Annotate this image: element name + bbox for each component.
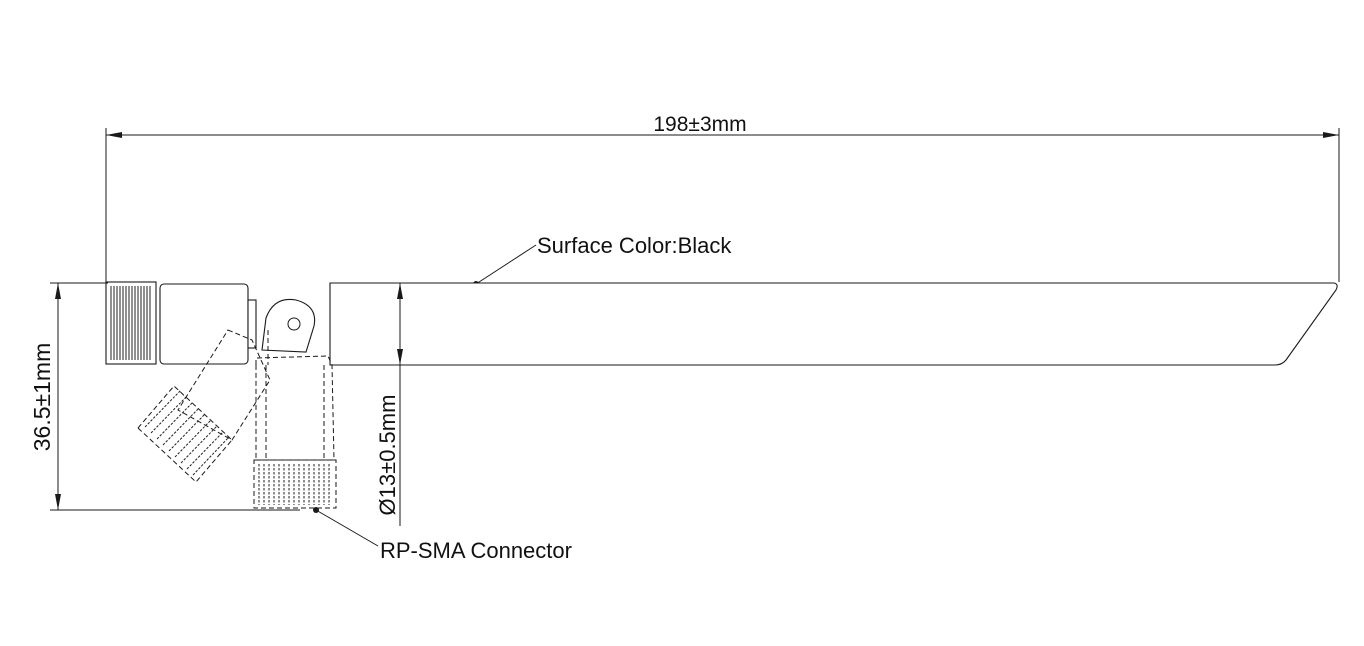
bent-nut-knurl bbox=[258, 464, 330, 505]
right-arrow-icon bbox=[1323, 132, 1339, 138]
height-dimension: 36.5±1mm bbox=[29, 282, 300, 511]
bent-body bbox=[255, 355, 335, 461]
rotated-body bbox=[177, 329, 271, 441]
hinge-pin-icon bbox=[287, 317, 301, 331]
rotated-connector bbox=[137, 329, 271, 483]
straight-connector bbox=[105, 281, 257, 365]
height-arrow-bottom-icon bbox=[55, 494, 61, 510]
diameter-dimension: Ø13±0.5mm bbox=[375, 283, 403, 526]
surface-leader-line bbox=[475, 244, 537, 285]
straight-nut-knurl bbox=[110, 286, 151, 360]
left-arrow-icon bbox=[106, 132, 122, 138]
antenna-blade bbox=[329, 282, 1338, 366]
rotated-nut bbox=[137, 385, 233, 483]
height-arrow-top-icon bbox=[55, 283, 61, 299]
height-label: 36.5±1mm bbox=[29, 343, 55, 452]
rotated-nut-knurl bbox=[144, 389, 229, 476]
straight-collar bbox=[247, 299, 257, 349]
bent-connector bbox=[253, 355, 337, 509]
surface-label: Surface Color:Black bbox=[537, 233, 732, 258]
surface-leader: Surface Color:Black bbox=[473, 233, 732, 287]
length-label: 198±3mm bbox=[653, 113, 746, 136]
straight-body bbox=[159, 283, 249, 365]
hinge bbox=[261, 298, 316, 365]
connector-label: RP-SMA Connector bbox=[380, 538, 572, 563]
connector-leader: RP-SMA Connector bbox=[313, 507, 572, 563]
diameter-arrow-top-icon bbox=[397, 283, 403, 299]
bent-nut bbox=[253, 459, 337, 509]
diameter-arrow-bottom-icon bbox=[397, 349, 403, 365]
connector-leader-line bbox=[315, 509, 379, 547]
diameter-label: Ø13±0.5mm bbox=[375, 395, 400, 516]
